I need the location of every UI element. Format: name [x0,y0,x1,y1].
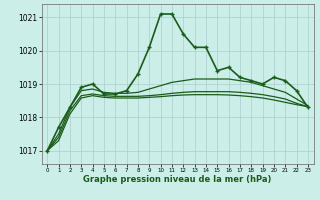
X-axis label: Graphe pression niveau de la mer (hPa): Graphe pression niveau de la mer (hPa) [84,175,272,184]
